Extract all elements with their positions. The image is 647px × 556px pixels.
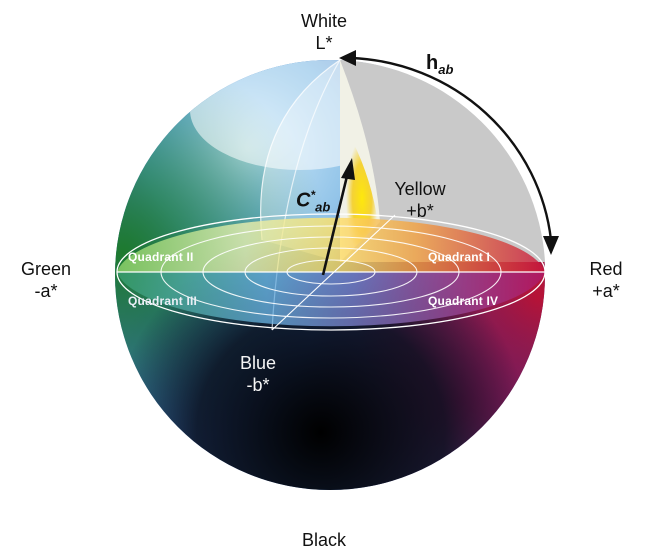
quadrant-i-label: Quadrant I xyxy=(428,250,490,264)
plus-a-text: +a* xyxy=(570,280,642,302)
green-label: Green -a* xyxy=(6,258,86,302)
chroma-sub: ab xyxy=(315,200,330,215)
hue-angle-sub: ab xyxy=(438,62,453,77)
yellow-text: Yellow xyxy=(380,178,460,200)
quadrant-iv-label: Quadrant IV xyxy=(428,294,498,308)
minus-a-text: -a* xyxy=(6,280,86,302)
blue-label: Blue -b* xyxy=(218,352,298,396)
minus-b-text: -b* xyxy=(218,374,298,396)
plus-b-text: +b* xyxy=(380,200,460,222)
quadrant-ii-label: Quadrant II xyxy=(128,250,194,264)
red-label: Red +a* xyxy=(570,258,642,302)
white-label: White L* xyxy=(284,10,364,54)
white-text: White xyxy=(284,10,364,32)
blue-text: Blue xyxy=(218,352,298,374)
lightness-axis-text: L* xyxy=(284,32,364,54)
chroma-label: C*ab xyxy=(296,188,330,215)
yellow-label: Yellow +b* xyxy=(380,178,460,222)
green-text: Green xyxy=(6,258,86,280)
chroma-base: C xyxy=(296,190,310,212)
black-label: Black xyxy=(284,529,364,551)
red-text: Red xyxy=(570,258,642,280)
hue-angle-label: hab xyxy=(426,52,453,77)
quadrant-iii-label: Quadrant III xyxy=(128,294,197,308)
hue-angle-base: h xyxy=(426,52,438,74)
black-text: Black xyxy=(284,529,364,551)
